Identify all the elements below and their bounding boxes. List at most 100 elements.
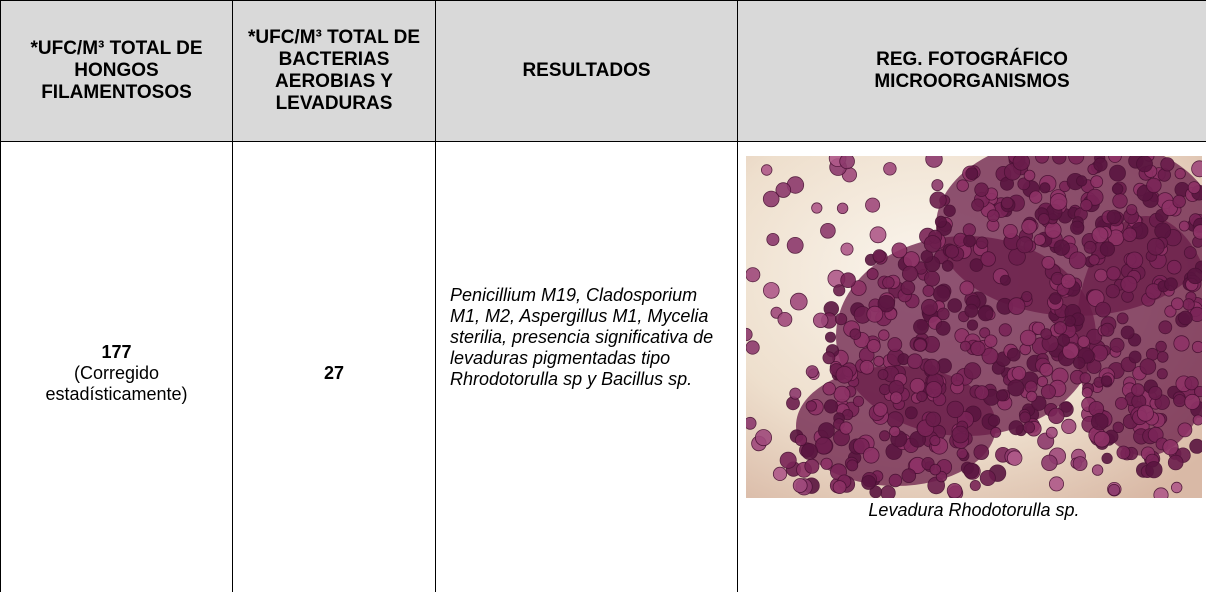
cell: [1161, 158, 1174, 171]
cell: [932, 180, 943, 191]
cell: [879, 330, 890, 341]
cell: [951, 374, 963, 386]
cell: [981, 252, 996, 267]
cell: [1054, 240, 1070, 256]
cell: [1013, 156, 1030, 170]
cell: [880, 431, 890, 441]
cell: [1188, 182, 1200, 194]
cell: [1073, 357, 1085, 369]
cell: [1155, 223, 1171, 239]
cell: [952, 426, 969, 443]
cell: [841, 243, 853, 255]
cell: [1095, 269, 1108, 282]
cell: [1171, 482, 1182, 493]
cell: [1038, 214, 1049, 225]
cell: [802, 444, 818, 460]
cell: [1092, 465, 1103, 476]
cell: [966, 168, 978, 180]
cell: [1049, 477, 1063, 491]
fungi-cell: 177 (Corregido estadísticamente): [1, 142, 233, 592]
cell: [942, 261, 953, 272]
cell: [892, 243, 907, 258]
cell: [866, 198, 880, 212]
cell: [917, 391, 927, 401]
photo-caption: Levadura Rhodotorulla sp.: [746, 500, 1202, 521]
cell: [987, 210, 999, 222]
cell: [1094, 431, 1110, 447]
cell: [746, 268, 760, 282]
cell: [780, 452, 796, 468]
cell: [1020, 412, 1031, 423]
cell: [867, 268, 878, 279]
cell: [1030, 191, 1042, 203]
cell: [964, 363, 981, 380]
cell: [971, 341, 985, 355]
cell: [1049, 408, 1065, 424]
cell: [806, 366, 818, 378]
fungi-note: (Corregido estadísticamente): [45, 363, 187, 404]
cell: [1042, 455, 1058, 471]
cell: [933, 285, 950, 302]
cell: [1179, 221, 1189, 231]
cell: [1050, 194, 1067, 211]
cell: [967, 320, 977, 330]
cell: [1003, 224, 1017, 238]
cell: [880, 384, 891, 395]
cell: [874, 356, 884, 366]
cell: [924, 359, 940, 375]
cell: [1062, 419, 1076, 433]
cell: [1000, 275, 1010, 285]
cell: [850, 329, 861, 340]
cell: [948, 299, 962, 313]
cell: [1054, 322, 1066, 334]
cell: [873, 250, 886, 263]
cell: [936, 321, 950, 335]
results-cell: Penicillium M19, Cladosporium M1, M2, As…: [436, 142, 738, 592]
cell: [1076, 176, 1086, 186]
cell: [1173, 195, 1186, 208]
cell: [1008, 380, 1024, 396]
cell: [1107, 267, 1121, 281]
cell: [835, 313, 846, 324]
cell: [1008, 298, 1025, 315]
cell: [975, 183, 989, 197]
cell: [1023, 422, 1034, 433]
cell: [1007, 451, 1022, 466]
fungi-value: 177: [13, 342, 220, 363]
cell: [888, 338, 902, 352]
cell: [1165, 278, 1178, 291]
cell: [1081, 200, 1092, 211]
cell: [991, 427, 1001, 437]
cell: [1009, 421, 1023, 435]
cell: [1073, 457, 1087, 471]
cell: [1110, 165, 1126, 181]
cell: [1192, 341, 1202, 352]
cell: [840, 422, 852, 434]
cell: [1027, 391, 1037, 401]
cell: [976, 237, 988, 249]
cell: [1127, 205, 1137, 215]
cell: [884, 163, 897, 176]
cell: [870, 227, 886, 243]
cell: [834, 285, 845, 296]
cell: [965, 304, 978, 317]
cell: [1040, 363, 1053, 376]
cell: [824, 400, 837, 413]
cell: [1069, 252, 1086, 269]
cell: [1140, 359, 1156, 375]
cell: [853, 396, 863, 406]
cell: [878, 370, 888, 380]
cell: [1137, 156, 1153, 172]
micrograph: [746, 156, 1202, 498]
cell: [1157, 352, 1168, 363]
cell: [883, 277, 895, 289]
header-cell: *UFC/M³ TOTAL DE BACTERIAS AEROBIAS Y LE…: [233, 1, 436, 142]
cell: [790, 293, 807, 310]
cell: [1022, 219, 1037, 234]
cell: [937, 308, 949, 320]
cell: [926, 412, 941, 427]
cell: [793, 479, 807, 493]
cell: [1147, 178, 1162, 193]
cell: [860, 360, 874, 374]
